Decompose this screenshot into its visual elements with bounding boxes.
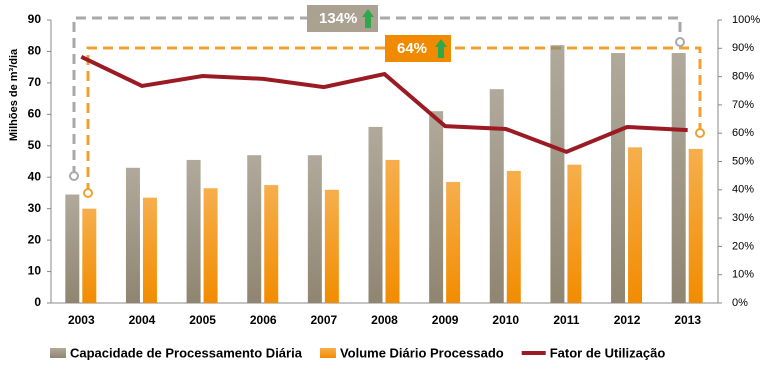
y2-tick-label: 60%: [732, 127, 754, 139]
bar: [567, 164, 582, 303]
legend-swatch: [521, 351, 546, 355]
y2-tick-label: 30%: [732, 212, 754, 224]
y-tick-label: 20: [28, 232, 42, 246]
legend-swatch: [50, 348, 66, 358]
y-tick-label: 10: [28, 264, 42, 278]
y2-tick-label: 10%: [732, 269, 754, 281]
annotation: 134%: [319, 10, 357, 27]
y2-tick-label: 70%: [732, 99, 754, 111]
bar: [688, 148, 703, 303]
marker: [675, 37, 685, 47]
y2-tick-label: 90%: [732, 42, 754, 54]
y2-tick-label: 40%: [732, 184, 754, 196]
bar: [506, 170, 521, 303]
x-tick-label: 2012: [614, 313, 641, 327]
x-tick-label: 2008: [371, 313, 398, 327]
bar: [446, 181, 461, 303]
bar: [489, 89, 504, 303]
bar: [307, 155, 322, 303]
bar: [671, 53, 686, 304]
y-tick-label: 40: [28, 169, 42, 183]
legend-swatch: [319, 348, 336, 358]
line: [80, 54, 688, 155]
arrow-icon: [435, 39, 447, 58]
marker: [69, 171, 79, 181]
bar: [65, 194, 80, 303]
legend-label: Volume Diário Processado: [340, 345, 504, 360]
y-tick-label: 80: [28, 44, 42, 58]
y-axis-label: Milhões de m³/dia: [8, 48, 20, 141]
legend-label: Fator de Utilização: [550, 345, 666, 360]
x-tick-label: 2009: [432, 313, 459, 327]
bar: [82, 208, 97, 303]
bar: [385, 159, 400, 303]
x-tick-label: 2006: [250, 313, 277, 327]
y-tick-label: 0: [34, 295, 41, 309]
legend-label: Capacidade de Processamento Diária: [70, 345, 303, 360]
bar: [142, 197, 157, 303]
bar: [247, 155, 262, 303]
y2-tick-label: 100%: [732, 14, 760, 26]
arrow-icon: [362, 9, 374, 28]
x-tick-label: 2013: [674, 313, 701, 327]
x-tick-label: 2003: [68, 313, 95, 327]
x-tick-label: 2010: [492, 313, 519, 327]
y2-tick-label: 20%: [732, 240, 754, 252]
marker: [695, 128, 705, 138]
legend: Capacidade de Processamento Diária Volume…: [50, 345, 665, 360]
bar: [203, 188, 218, 303]
x-tick-label: 2011: [553, 313, 579, 327]
marker: [83, 188, 93, 198]
bar: [186, 159, 201, 303]
bar: [324, 189, 339, 303]
bar: [429, 111, 444, 303]
y-tick-label: 30: [28, 201, 42, 215]
x-tick-label: 2007: [311, 313, 338, 327]
y-tick-label: 90: [28, 12, 42, 26]
y2-tick-label: 80%: [732, 71, 754, 83]
bar: [628, 147, 643, 303]
bar: [368, 126, 383, 304]
bracket: [72, 16, 682, 176]
y2-tick-label: 0%: [732, 297, 748, 309]
x-tick-label: 2005: [189, 313, 216, 327]
x-tick-label: 2004: [129, 313, 156, 327]
bar: [125, 167, 140, 303]
y-tick-label: 60: [28, 107, 42, 121]
bar: [264, 185, 279, 303]
y2-tick-label: 50%: [732, 155, 754, 167]
y-tick-label: 50: [28, 138, 42, 152]
y-tick-label: 70: [28, 75, 42, 89]
annotation: 64%: [397, 40, 427, 57]
bar: [611, 53, 626, 304]
bar: [550, 45, 565, 304]
